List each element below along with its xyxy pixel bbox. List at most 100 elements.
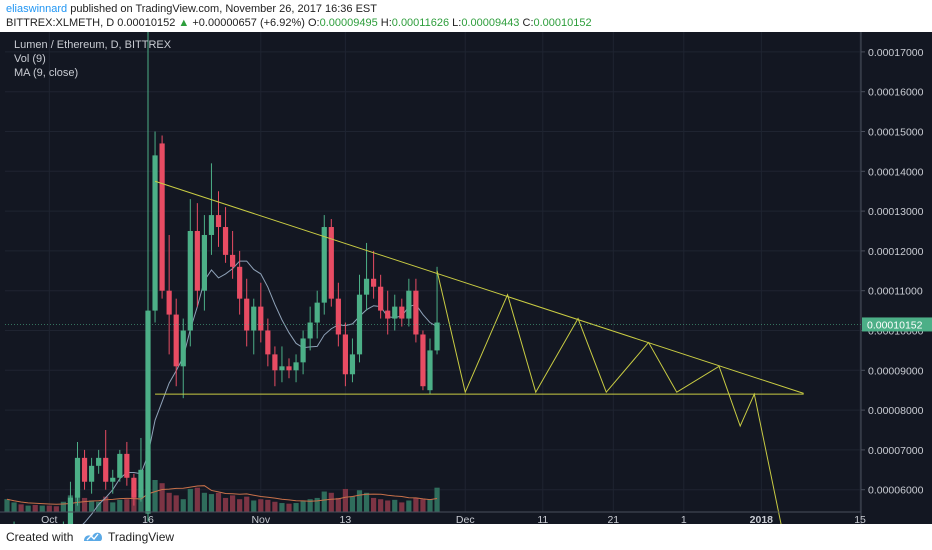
candle-body bbox=[74, 457, 81, 498]
volume-bar bbox=[251, 500, 257, 512]
candle-body bbox=[335, 298, 341, 335]
y-tick-label: 0.00006000 bbox=[868, 485, 924, 497]
chart-legend: Lumen / Ethereum, D, BITTREX Vol (9) MA … bbox=[14, 38, 171, 80]
volume-bars bbox=[4, 451, 440, 512]
volume-bar bbox=[265, 499, 271, 512]
candle-body bbox=[349, 354, 356, 375]
x-tick-label: 16 bbox=[142, 514, 154, 524]
candle-body bbox=[166, 290, 172, 315]
volume-bar bbox=[244, 496, 250, 512]
candle-body bbox=[159, 143, 165, 291]
price-change: +0.00000657 (+6.92%) bbox=[189, 17, 305, 29]
x-tick-label: 21 bbox=[607, 514, 619, 524]
volume-bar bbox=[194, 487, 200, 512]
tradingview-brand[interactable]: TradingView bbox=[108, 530, 175, 544]
volume-bar bbox=[187, 488, 193, 512]
open-value: 0.00009495 bbox=[319, 17, 378, 29]
chart-area[interactable]: 0.000180000.000170000.000160000.00015000… bbox=[0, 32, 932, 524]
x-tick-label: Dec bbox=[456, 514, 475, 524]
volume-bar bbox=[25, 505, 31, 512]
publish-info: published on TradingView.com, November 2… bbox=[67, 3, 377, 15]
price-chart[interactable]: 0.000180000.000170000.000160000.00015000… bbox=[0, 32, 932, 524]
volume-bar bbox=[385, 500, 391, 512]
volume-bar bbox=[356, 490, 363, 512]
candle-body bbox=[194, 231, 200, 291]
candle-body bbox=[201, 234, 207, 291]
candle-body bbox=[307, 322, 313, 339]
candle-body bbox=[187, 231, 193, 331]
candle-body bbox=[244, 298, 250, 331]
volume-bar bbox=[413, 497, 419, 512]
candle-body bbox=[385, 310, 391, 319]
volume-bar bbox=[371, 497, 377, 512]
candle-body bbox=[145, 310, 151, 514]
candle-body bbox=[96, 457, 102, 466]
ma-line bbox=[82, 260, 438, 524]
volume-bar bbox=[420, 499, 426, 512]
candle-body bbox=[103, 457, 109, 482]
volume-bar bbox=[314, 497, 320, 512]
volume-bar bbox=[406, 500, 412, 512]
volume-bar bbox=[39, 505, 45, 512]
volume-bar bbox=[53, 506, 59, 512]
legend-ma: MA (9, close) bbox=[14, 67, 79, 79]
candle-body bbox=[328, 227, 334, 299]
volume-bar bbox=[349, 496, 356, 512]
volume-bar bbox=[124, 499, 130, 512]
volume-bar bbox=[335, 497, 341, 512]
volume-bar bbox=[11, 502, 17, 512]
candle-body bbox=[180, 330, 186, 367]
x-tick-label: Oct bbox=[41, 514, 57, 524]
quote-line: BITTREX:XLMETH, D 0.00010152 ▲ +0.000006… bbox=[6, 17, 592, 30]
candle-body bbox=[124, 453, 130, 478]
up-arrow-icon: ▲ bbox=[178, 17, 190, 29]
volume-bar bbox=[89, 500, 95, 512]
volume-bar bbox=[321, 491, 327, 512]
candle-body bbox=[300, 338, 306, 363]
candle-body bbox=[427, 350, 433, 391]
y-axis-labels: 0.000180000.000170000.000160000.00015000… bbox=[861, 47, 924, 497]
low-value: 0.00009443 bbox=[461, 17, 520, 29]
volume-bar bbox=[180, 499, 186, 512]
volume-bar bbox=[159, 483, 165, 512]
y-tick-label: 0.00014000 bbox=[868, 166, 924, 178]
low-label: L: bbox=[449, 17, 462, 29]
candle-body bbox=[406, 290, 412, 319]
candle-body bbox=[117, 453, 123, 478]
volume-bar bbox=[117, 499, 123, 512]
close-label: C: bbox=[519, 17, 534, 29]
candle-body bbox=[131, 477, 137, 498]
volume-bar bbox=[328, 492, 334, 512]
candle-body bbox=[230, 254, 236, 267]
author-link[interactable]: eliaswinnard bbox=[6, 3, 68, 15]
last-price: 0.00010152 bbox=[114, 17, 179, 29]
x-axis-labels: Oct 16 Nov 13 Dec 11 21 1 2018 15 bbox=[41, 514, 866, 524]
upper-trendline[interactable] bbox=[154, 180, 804, 394]
projection-path[interactable] bbox=[436, 270, 790, 524]
y-tick-label: 0.00015000 bbox=[868, 127, 924, 139]
volume-bar bbox=[152, 480, 158, 512]
y-tick-label: 0.00009000 bbox=[868, 365, 924, 377]
high-label: H: bbox=[377, 17, 392, 29]
volume-bar bbox=[103, 496, 109, 512]
volume-bar bbox=[378, 499, 384, 512]
last-price-tag-label: 0.00010152 bbox=[867, 319, 923, 331]
volume-bar bbox=[399, 502, 405, 512]
y-tick-label: 0.00007000 bbox=[868, 445, 924, 457]
volume-bar bbox=[427, 499, 433, 512]
legend-title: Lumen / Ethereum, D, BITTREX bbox=[14, 39, 172, 51]
candle-body bbox=[81, 457, 88, 482]
candle-body bbox=[342, 334, 348, 375]
volume-bar bbox=[173, 495, 179, 512]
last-price-tag bbox=[862, 317, 932, 332]
chart-header: eliaswinnard published on TradingView.co… bbox=[0, 0, 932, 32]
high-value: 0.00011626 bbox=[391, 17, 450, 29]
y-tick-label: 0.00016000 bbox=[868, 87, 924, 99]
drawings bbox=[154, 180, 804, 524]
candle-body bbox=[279, 366, 285, 371]
volume-bar bbox=[307, 499, 313, 512]
y-tick-label: 0.00017000 bbox=[868, 47, 924, 59]
volume-bar bbox=[46, 505, 52, 512]
volume-bar bbox=[279, 503, 285, 512]
x-tick-label: 15 bbox=[854, 514, 866, 524]
